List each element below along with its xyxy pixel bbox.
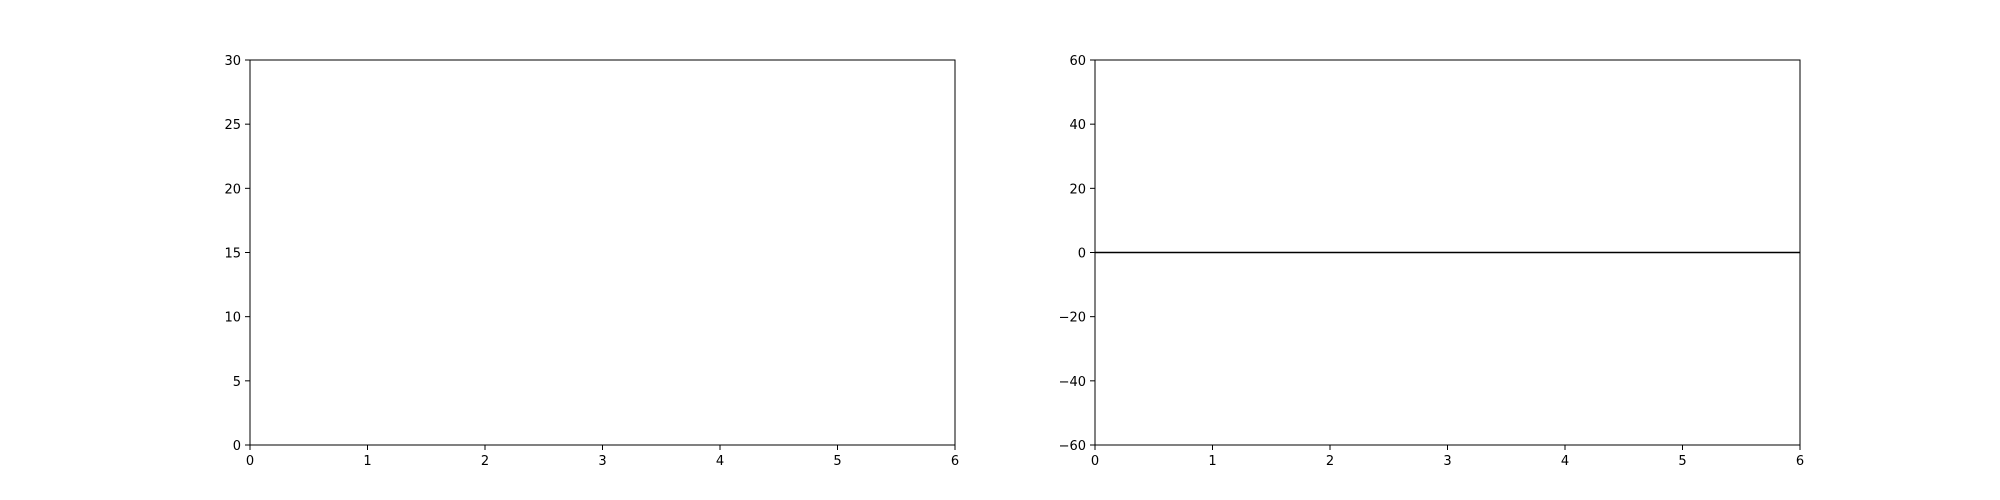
right-plot-x-tick-label-5: 5	[1678, 454, 1686, 469]
right-plot-x-tick-label-4: 4	[1561, 454, 1569, 469]
right-plot-y-tick-label-6: 60	[1069, 54, 1086, 69]
right-plot: 0 1 2 3 4 5 6 −60 −40 −20 0 20 40 60	[1059, 54, 1805, 469]
right-plot-x-tick-label-3: 3	[1443, 454, 1451, 469]
right-plot-x-tick-label-1: 1	[1208, 454, 1216, 469]
right-plot-x-tick-label-2: 2	[1326, 454, 1334, 469]
left-plot-y-tick-label-3: 15	[224, 247, 241, 262]
left-plot-x-tick-label-6: 6	[951, 454, 959, 469]
left-plot: 0 1 2 3 4 5 6 0 5 10 15 20 25 30	[224, 54, 959, 469]
left-plot-y-tick-label-1: 5	[233, 375, 241, 390]
right-plot-y-tick-label-4: 20	[1069, 182, 1086, 197]
right-plot-y-tick-label-1: −40	[1059, 375, 1086, 390]
left-plot-y-tick-label-5: 25	[224, 118, 241, 133]
right-plot-y-tick-label-0: −60	[1059, 439, 1086, 454]
right-plot-y-tick-label-3: 0	[1078, 247, 1086, 262]
right-plot-y-tick-label-5: 40	[1069, 118, 1086, 133]
right-plot-y-tick-label-2: −20	[1059, 311, 1086, 326]
left-plot-x-tick-label-1: 1	[363, 454, 371, 469]
left-plot-x-tick-label-2: 2	[481, 454, 489, 469]
right-plot-x-tick-label-0: 0	[1091, 454, 1099, 469]
right-plot-x-tick-label-6: 6	[1796, 454, 1804, 469]
left-plot-y-tick-label-6: 30	[224, 54, 241, 69]
left-plot-x-tick-label-4: 4	[716, 454, 724, 469]
left-plot-x-tick-label-0: 0	[246, 454, 254, 469]
left-plot-y-tick-label-4: 20	[224, 182, 241, 197]
left-plot-x-tick-label-5: 5	[833, 454, 841, 469]
left-plot-y-tick-label-2: 10	[224, 311, 241, 326]
left-plot-y-tick-label-0: 0	[233, 439, 241, 454]
left-plot-x-tick-label-3: 3	[598, 454, 606, 469]
